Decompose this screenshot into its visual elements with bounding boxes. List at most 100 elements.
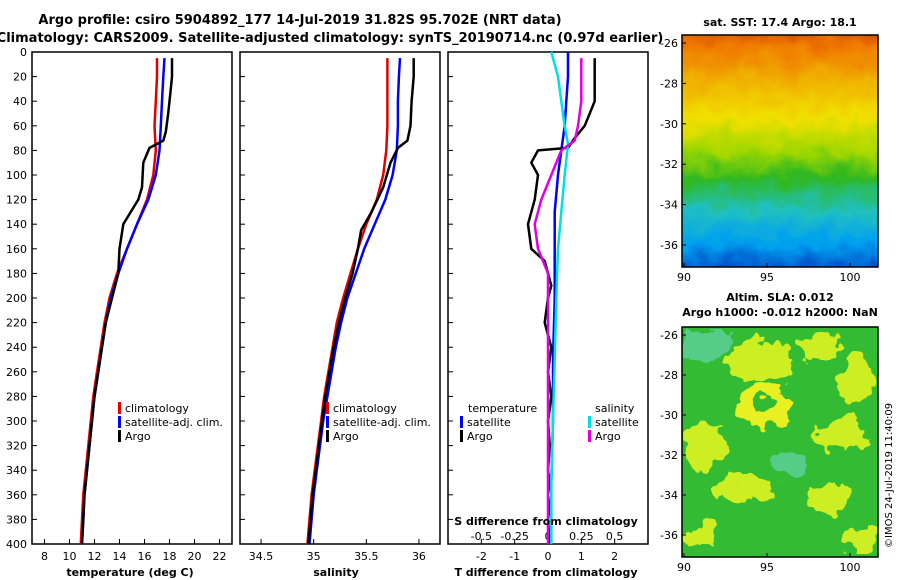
legend-swatch-climatology <box>326 402 329 414</box>
map-lat-label: -30 <box>660 118 678 131</box>
map-lat-label: -26 <box>660 329 678 342</box>
legend-s-satellite: satellite <box>595 416 639 429</box>
depth-tick-label: 140 <box>6 218 27 231</box>
legend-salinity-title: salinity <box>595 402 635 415</box>
legend-swatch-argo <box>118 430 121 442</box>
depth-tick-label: 120 <box>6 194 27 207</box>
depth-tick-label: 400 <box>6 538 27 551</box>
title-line-2: Climatology: CARS2009. Satellite-adjuste… <box>0 31 663 46</box>
watermark: ©IMOS 24-Jul-2019 11:40:09 <box>884 403 895 548</box>
x-tick-label: -2 <box>476 550 487 563</box>
x-tick-label: 34.5 <box>249 550 274 563</box>
depth-tick-label: 100 <box>6 169 27 182</box>
sst-map-frame <box>681 34 879 268</box>
series-salinity-argo <box>533 58 583 544</box>
x-tick-label: 1 <box>578 550 585 563</box>
map-lat-label: -32 <box>660 158 678 171</box>
map-lon-label: 95 <box>760 561 774 574</box>
depth-tick-label: 300 <box>6 415 27 428</box>
x-tick-label: 18 <box>163 550 177 563</box>
temperature-xlabel: temperature (deg C) <box>66 566 193 579</box>
x-top-tick-label: -0.5 <box>471 530 492 543</box>
x-tick-label: 14 <box>113 550 127 563</box>
map-lon-label: 100 <box>840 271 861 284</box>
x-tick-label: 36 <box>412 550 426 563</box>
depth-tick-label: 280 <box>6 390 27 403</box>
map-lat-label: -30 <box>660 409 678 422</box>
legend-t-argo: Argo <box>467 430 493 443</box>
depth-tick-label: 200 <box>6 292 27 305</box>
map-lat-label: -32 <box>660 449 678 462</box>
x-tick-label: 0 <box>545 550 552 563</box>
sla-map-image <box>682 327 878 557</box>
x-tick-label: -1 <box>509 550 520 563</box>
series-argo <box>307 58 415 545</box>
series-climatology <box>79 58 159 545</box>
depth-tick-label: 160 <box>6 243 27 256</box>
x-top-tick-label: -0.25 <box>500 530 528 543</box>
depth-tick-label: 340 <box>6 464 27 477</box>
x-tick-label: 10 <box>63 550 77 563</box>
depth-tick-label: 80 <box>13 144 27 157</box>
sst-map-image <box>682 35 878 267</box>
legend-t-satellite: satellite <box>467 416 511 429</box>
sst-map-axes: -26 -28 -30 -32 -34 -36 90 95 100 <box>660 37 860 284</box>
depth-tick-label: 60 <box>13 120 27 133</box>
title-line-1: Argo profile: csiro 5904892_177 14-Jul-2… <box>38 13 561 28</box>
map-lat-label: -26 <box>660 37 678 50</box>
legend-swatch-climatology <box>118 402 121 414</box>
temperature-plot: 8 10 12 14 16 18 20 22 <box>41 58 227 563</box>
depth-tick-label: 320 <box>6 440 27 453</box>
legend-climatology: climatology <box>333 402 397 415</box>
depth-axis: 0 20 40 60 80 100 120 140 160 180 200 220 240 260 280 3… <box>6 46 453 551</box>
legend-satellite: satellite-adj. clim. <box>333 416 431 429</box>
x-tick-label: 8 <box>41 550 48 563</box>
x-tick-label: 22 <box>213 550 227 563</box>
salinity-plot: 34.5 35 35.5 36 <box>249 58 426 563</box>
map-lat-label: -28 <box>660 369 678 382</box>
map-lat-label: -34 <box>660 489 678 502</box>
map-lon-label: 95 <box>760 271 774 284</box>
difference-legend: temperature satellite Argo salinity sate… <box>460 402 639 443</box>
sla-map-axes: -26 -28 -30 -32 -34 -36 90 95 100 <box>660 329 860 574</box>
sla-map-subtitle: Argo h1000: -0.012 h2000: NaN <box>682 306 878 319</box>
depth-tick-label: 240 <box>6 341 27 354</box>
series-satellite-adj-clim <box>80 58 166 545</box>
temperature-legend: climatology satellite-adj. clim. Argo <box>118 402 223 443</box>
x-tick-label: 12 <box>88 550 102 563</box>
depth-tick-label: 360 <box>6 489 27 502</box>
x-tick-label: 16 <box>138 550 152 563</box>
depth-tick-label: 220 <box>6 317 27 330</box>
legend-temperature-title: temperature <box>468 402 537 415</box>
depth-tick-label: 0 <box>20 46 27 59</box>
legend-climatology: climatology <box>125 402 189 415</box>
legend-swatch-t-satellite <box>460 416 463 428</box>
depth-tick-label: 20 <box>13 71 27 84</box>
salinity-legend: climatology satellite-adj. clim. Argo <box>326 402 431 443</box>
legend-swatch-s-satellite <box>588 416 591 428</box>
map-lat-label: -36 <box>660 529 678 542</box>
depth-tick-label: 180 <box>6 267 27 280</box>
x-tick-label: 20 <box>188 550 202 563</box>
legend-swatch-satellite <box>118 416 121 428</box>
x-tick-label: 2 <box>611 550 618 563</box>
sla-map-title: Altim. SLA: 0.012 <box>726 291 833 304</box>
x-top-tick-label: 0.5 <box>606 530 624 543</box>
legend-argo: Argo <box>333 430 359 443</box>
legend-swatch-s-argo <box>588 430 591 442</box>
difference-xlabel: T difference from climatology <box>454 566 637 579</box>
legend-argo: Argo <box>125 430 151 443</box>
difference-plot: -2 -1 0 1 2-0.5 -0.25 0 0.25 0.5 <box>471 51 624 563</box>
legend-swatch-argo <box>326 430 329 442</box>
sst-map-title: sat. SST: 17.4 Argo: 18.1 <box>703 16 856 29</box>
series-argo <box>80 58 174 545</box>
series-salinity-satellite <box>550 51 570 544</box>
x-top-tick-label: 0.25 <box>569 530 594 543</box>
legend-swatch-t-argo <box>460 430 463 442</box>
x-tick-label: 35.5 <box>354 550 379 563</box>
legend-satellite: satellite-adj. clim. <box>125 416 223 429</box>
depth-tick-label: 260 <box>6 366 27 379</box>
salinity-difference-xlabel: S difference from climatology <box>454 515 638 528</box>
map-lat-label: -34 <box>660 199 678 212</box>
